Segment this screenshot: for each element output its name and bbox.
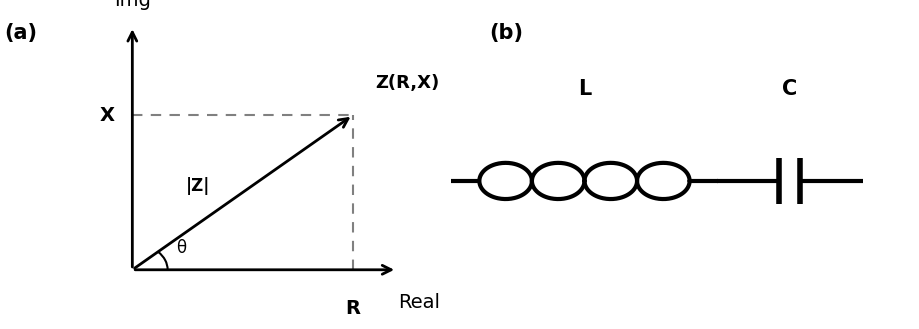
Text: L: L <box>578 79 591 99</box>
Text: X: X <box>99 106 115 125</box>
Text: Z(R,X): Z(R,X) <box>375 74 439 92</box>
Text: C: C <box>782 79 798 99</box>
Text: Real: Real <box>398 293 440 312</box>
Text: Img: Img <box>114 0 151 10</box>
Text: R: R <box>346 299 360 318</box>
Text: (b): (b) <box>489 23 523 43</box>
Text: (a): (a) <box>5 23 38 43</box>
Text: |Z|: |Z| <box>187 177 210 195</box>
Text: θ: θ <box>176 239 187 257</box>
